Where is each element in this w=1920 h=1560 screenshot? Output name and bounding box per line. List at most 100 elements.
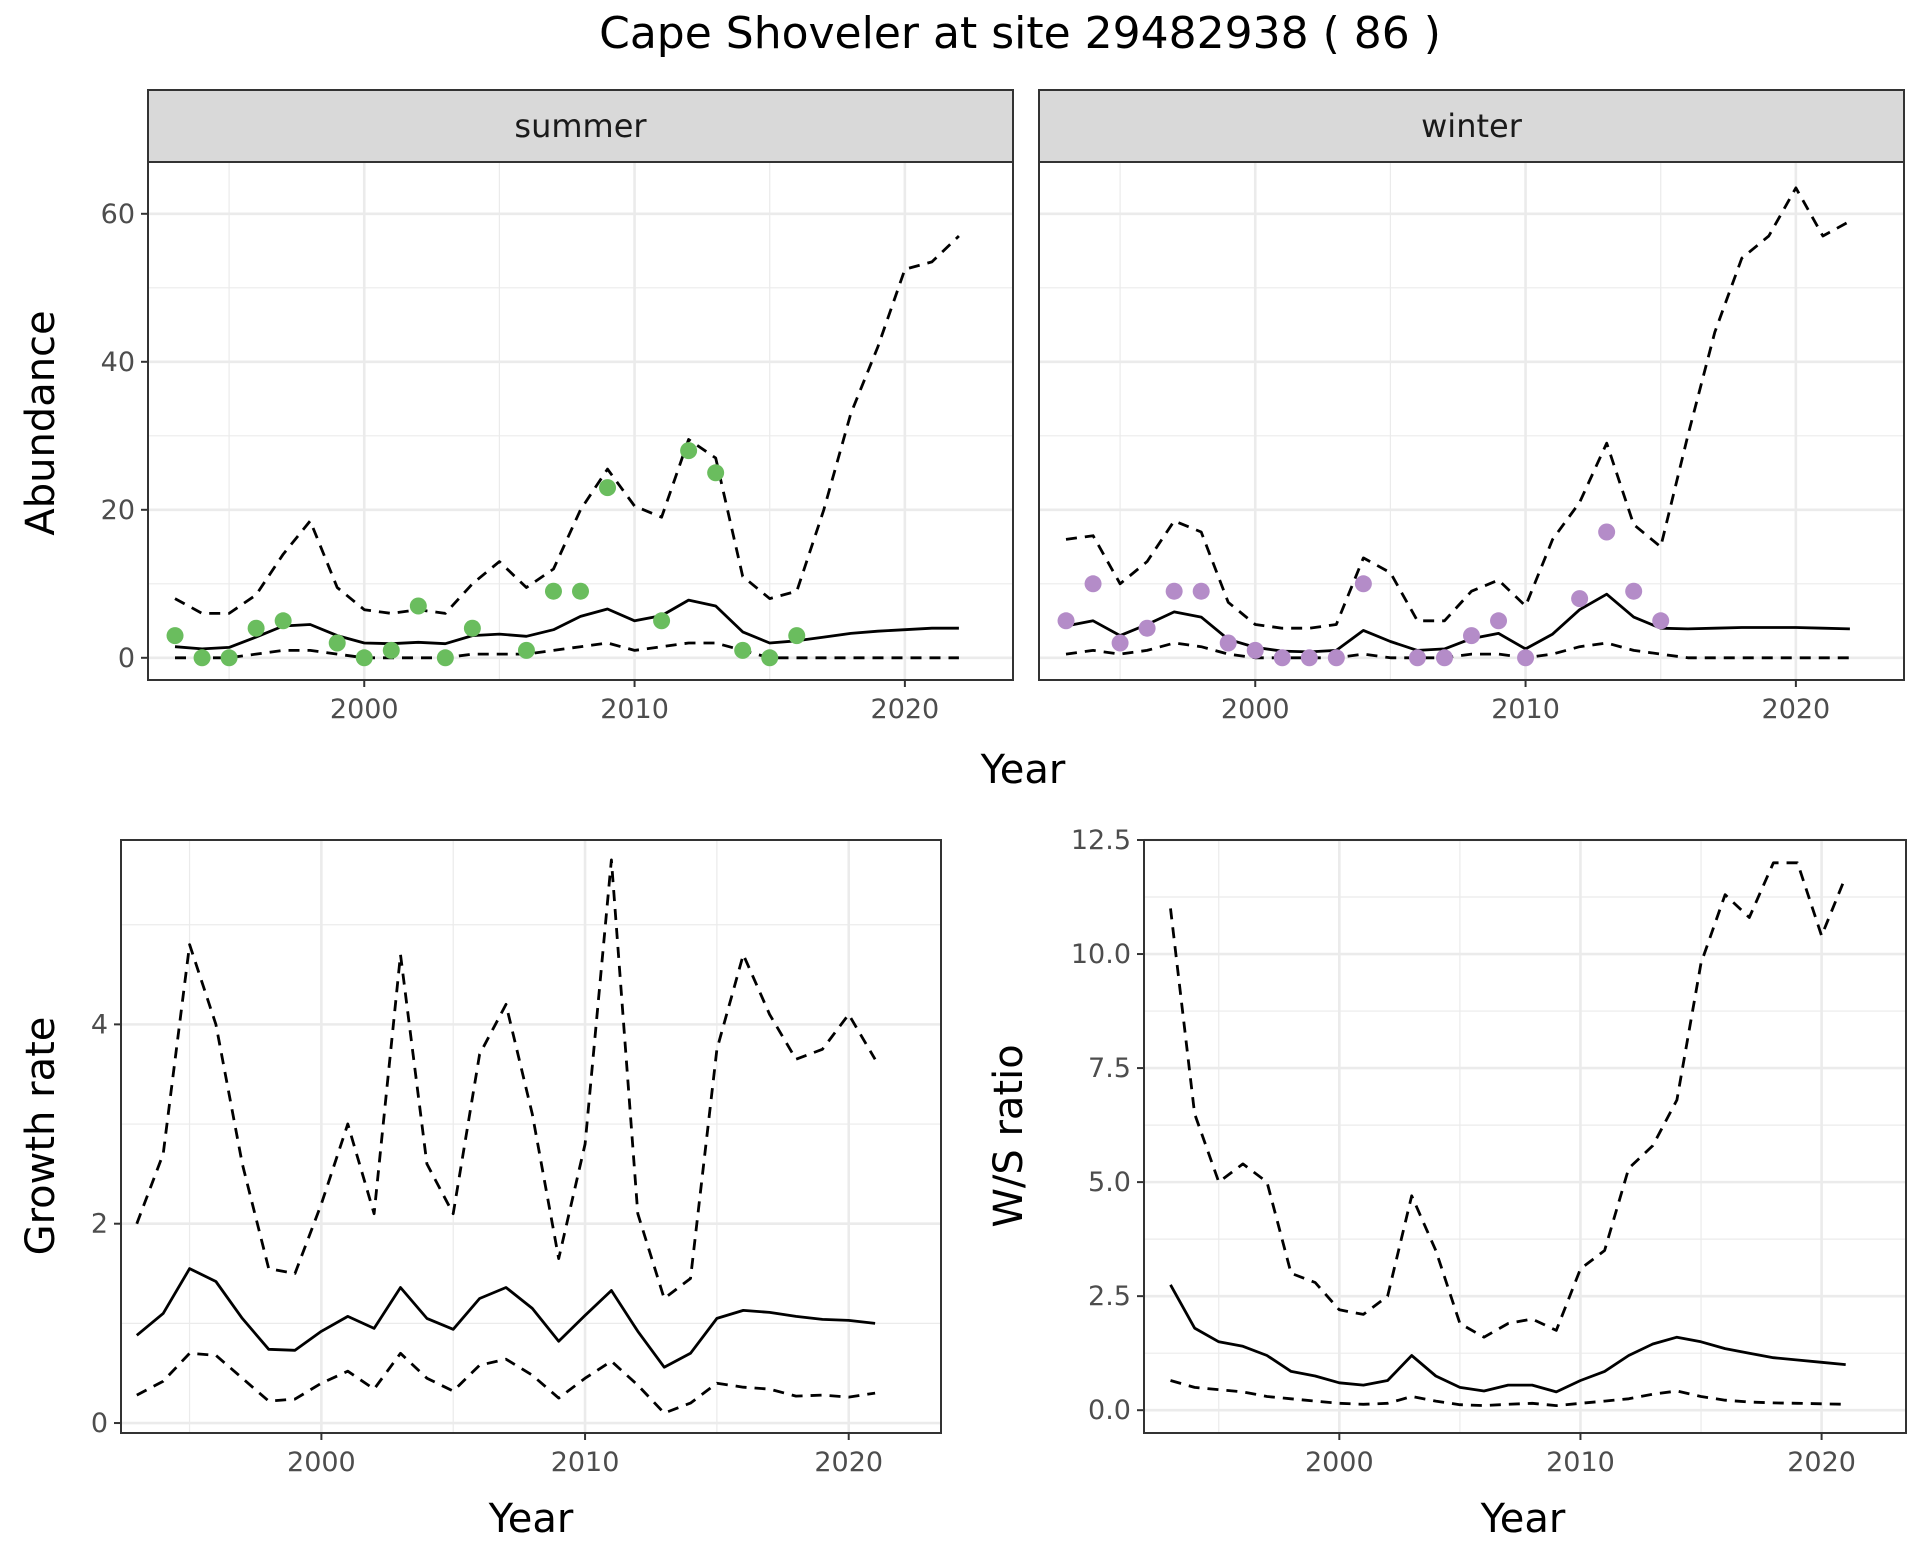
winter-facet-observed-point [1435,649,1453,667]
winter-facet-observed-point [1273,649,1291,667]
winter-facet-observed-point [1246,641,1264,659]
winter-facet-strip [1038,89,1905,163]
chart-title: Cape Shoveler at site 29482938 ( 86 ) [599,8,1441,59]
winter-facet-x-tick-label: 2010 [1491,694,1560,725]
winter-facet-strip-label: winter [1421,107,1523,145]
growth-estimate-line [135,1267,876,1369]
summer-facet-x-tick-label: 2000 [330,694,399,725]
winter-facet-observed-point [1598,523,1616,541]
growth-y-tick-label: 0 [91,1408,108,1439]
summer-facet-observed-point [220,649,238,667]
summer-facet-x-tick-label: 2010 [600,694,669,725]
winter-facet-panel-border [1038,161,1905,681]
summer-facet-x-tick-label: 2020 [871,694,940,725]
growth-y-tick-label: 4 [91,1009,108,1040]
ratio-panel-border [1143,839,1907,1434]
ratio-y-tick-label: 12.5 [1071,825,1131,856]
winter-facet-observed-point [1571,590,1589,608]
winter-facet-observed-point [1652,612,1670,630]
growth-upper-line [135,858,877,1300]
winter-facet-observed-point [1408,649,1426,667]
summer-facet-observed-point [761,649,779,667]
winter-facet-observed-point [1625,582,1643,600]
winter-facet-observed-point [1517,649,1535,667]
winter-facet-observed-point [1084,575,1102,593]
summer-facet-observed-point [382,641,400,659]
ratio-lower-line [1170,1379,1846,1407]
ratio-y-axis-title: W/S ratio [986,1044,1032,1227]
summer-facet-y-tick-label: 0 [118,643,135,674]
winter-facet-upper-line [1065,186,1851,630]
summer-facet-observed-point [653,612,671,630]
growth-x-tick-label: 2010 [551,1447,620,1478]
summer-facet-observed-point [247,619,265,637]
ratio-y-tick-label: 7.5 [1088,1053,1131,1084]
summer-facet-estimate-line [174,598,959,651]
summer-facet-observed-point [328,634,346,652]
ratio-x-tick-label: 2010 [1546,1447,1615,1478]
winter-facet-observed-point [1138,619,1156,637]
summer-facet-observed-point [734,641,752,659]
summer-facet-observed-point [572,582,589,600]
summer-facet-observed-point [193,649,211,667]
winter-facet-observed-point [1300,649,1318,667]
growth-lower-line [136,1351,876,1415]
summer-facet-observed-point [355,649,373,667]
summer-facet-observed-point [409,597,427,615]
summer-facet-observed-point [544,582,562,600]
winter-facet-observed-point [1111,634,1129,652]
summer-facet-strip [147,89,1014,163]
growth-y-tick-label: 2 [91,1209,108,1240]
growth-plot-background [121,840,941,1433]
summer-facet-panel-border [147,161,1014,681]
summer-facet-observed-point [599,479,617,497]
winter-facet-estimate-line [1065,592,1850,654]
ratio-y-tick-label: 5.0 [1088,1167,1131,1198]
summer-facet-y-tick-label: 40 [101,347,135,378]
ratio-plot-background [1144,840,1906,1433]
summer-facet-observed-point [166,627,184,645]
winter-facet-x-tick-label: 2000 [1221,694,1290,725]
winter-facet-observed-point [1327,649,1345,667]
summer-facet-observed-point [274,612,292,630]
winter-facet-observed-point [1490,612,1508,630]
ratio-upper-line [1169,861,1847,1339]
ratio-x-tick-label: 2000 [1305,1447,1374,1478]
summer-facet-observed-point [680,442,698,460]
summer-facet-observed-point [788,627,806,645]
growth-x-tick-label: 2000 [287,1447,356,1478]
winter-facet-observed-point [1192,582,1210,600]
winter-facet-plot-background [1039,162,1904,680]
summer-facet-y-tick-label: 20 [101,495,135,526]
abundance-y-axis-title: Abundance [18,310,64,535]
summer-facet-observed-point [463,619,481,637]
winter-facet-observed-point [1463,627,1480,645]
ratio-y-tick-label: 0.0 [1088,1395,1131,1426]
summer-facet-observed-point [517,641,535,659]
winter-facet-observed-point [1219,634,1237,652]
summer-facet-observed-point [436,649,454,667]
summer-facet-strip-label: summer [514,107,647,145]
ratio-y-tick-label: 10.0 [1071,939,1131,970]
summer-facet-plot-background [148,162,1013,680]
growth-panel-border [120,839,942,1434]
summer-facet-upper-line [174,234,960,615]
ratio-panel: 2000 2010 2020 0.0 2.5 5.0 7.5 10.0 12.5 [1071,825,1907,1478]
winter-facet-observed-point [1057,612,1075,630]
ratio-x-axis-title: Year [1480,1496,1566,1542]
winter-facet-observed-point [1165,582,1183,600]
summer-facet-y-tick-label: 60 [101,199,135,230]
winter-facet-observed-point [1354,575,1372,593]
abundance-x-axis-title: Year [980,747,1066,793]
abundance-panel: summer 2000 2010 2020 0 20 40 60 winter 2000 2010 2… [101,89,1905,725]
ratio-estimate-line [1169,1284,1846,1394]
growth-x-tick-label: 2020 [814,1447,883,1478]
ratio-x-tick-label: 2020 [1787,1447,1856,1478]
summer-facet-observed-point [707,464,725,482]
growth-rate-panel: 2000 2010 2020 0 2 4 [91,839,942,1478]
growth-y-axis-title: Growth rate [18,1017,64,1256]
winter-facet-x-tick-label: 2020 [1762,694,1831,725]
growth-x-axis-title: Year [488,1496,574,1542]
ratio-y-tick-label: 2.5 [1088,1281,1131,1312]
